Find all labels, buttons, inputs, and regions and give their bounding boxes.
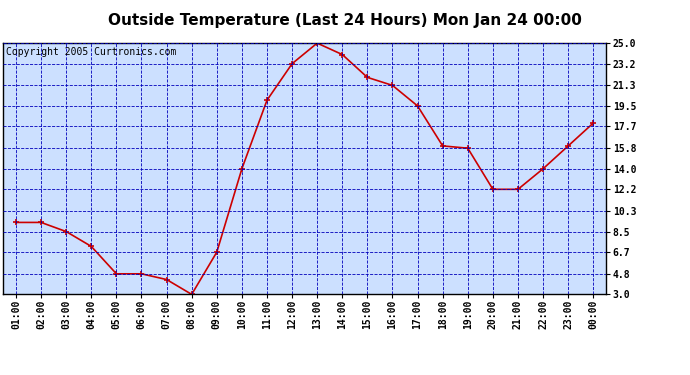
Text: Outside Temperature (Last 24 Hours) Mon Jan 24 00:00: Outside Temperature (Last 24 Hours) Mon … [108,13,582,28]
Text: Copyright 2005 Curtronics.com: Copyright 2005 Curtronics.com [6,47,177,57]
